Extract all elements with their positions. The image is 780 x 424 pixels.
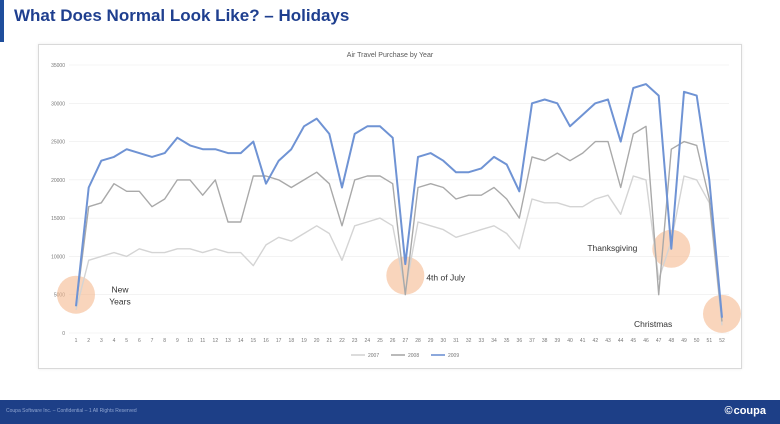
x-tick-label: 33 [479, 338, 485, 344]
x-tick-label: 18 [289, 338, 295, 344]
x-tick-label: 21 [327, 338, 333, 344]
x-tick-label: 3 [100, 338, 103, 344]
y-tick-label: 30000 [51, 101, 65, 107]
y-tick-label: 0 [62, 331, 65, 337]
brand-mark-icon: © [724, 405, 733, 417]
x-tick-label: 42 [593, 338, 599, 344]
x-tick-label: 6 [138, 338, 141, 344]
x-tick-label: 1 [75, 338, 78, 344]
chart-title: Air Travel Purchase by Year [346, 52, 434, 59]
x-tick-label: 32 [466, 338, 472, 344]
x-tick-label: 8 [163, 338, 166, 344]
x-tick-label: 40 [567, 338, 573, 344]
x-tick-label: 24 [365, 338, 371, 344]
y-tick-label: 20000 [51, 178, 65, 184]
holiday-label: 4th of July [426, 273, 465, 283]
footer-confidential-text: Coupa Software Inc. – Confidential – 1 A… [6, 408, 137, 414]
x-tick-label: 19 [301, 338, 307, 344]
x-tick-label: 48 [669, 338, 675, 344]
series-line-2009 [75, 83, 723, 318]
y-tick-label: 15000 [51, 216, 65, 222]
title-accent-bar [0, 0, 4, 42]
x-tick-label: 7 [151, 338, 154, 344]
x-tick-label: 43 [605, 338, 611, 344]
x-tick-label: 29 [428, 338, 434, 344]
x-tick-label: 20 [314, 338, 320, 344]
x-tick-label: 16 [263, 338, 269, 344]
x-tick-label: 30 [441, 338, 447, 344]
series-line-2008 [75, 125, 723, 322]
x-tick-label: 52 [719, 338, 725, 344]
holiday-label: New [111, 285, 129, 295]
x-tick-label: 2 [87, 338, 90, 344]
x-tick-label: 49 [681, 338, 687, 344]
x-tick-label: 38 [542, 338, 548, 344]
x-tick-label: 25 [377, 338, 383, 344]
x-tick-label: 34 [491, 338, 497, 344]
x-tick-label: 37 [529, 338, 535, 344]
holiday-highlight-circle [57, 275, 95, 314]
slide-title: What Does Normal Look Like? – Holidays [14, 6, 350, 25]
brand-logo: ©coupa [724, 405, 766, 417]
x-tick-label: 28 [415, 338, 421, 344]
x-tick-label: 41 [580, 338, 586, 344]
legend-label: 2009 [448, 353, 459, 359]
x-tick-label: 13 [225, 338, 231, 344]
y-tick-label: 10000 [51, 254, 65, 260]
x-tick-label: 36 [517, 338, 523, 344]
legend-label: 2008 [408, 353, 419, 359]
x-tick-label: 35 [504, 338, 510, 344]
x-tick-label: 45 [631, 338, 637, 344]
series-line-2007 [75, 175, 723, 326]
x-tick-label: 9 [176, 338, 179, 344]
holiday-highlight-circle [386, 256, 425, 295]
x-tick-label: 23 [352, 338, 358, 344]
x-tick-label: 22 [339, 338, 345, 344]
x-tick-label: 10 [187, 338, 193, 344]
x-tick-label: 12 [213, 338, 219, 344]
x-tick-label: 5 [125, 338, 128, 344]
x-tick-label: 4 [113, 338, 116, 344]
x-tick-label: 11 [200, 338, 205, 344]
x-tick-label: 51 [707, 338, 713, 344]
y-tick-label: 35000 [51, 63, 65, 69]
x-tick-label: 14 [238, 338, 244, 344]
chart-frame: 0500010000150002000025000300003500012345… [38, 44, 742, 369]
x-tick-label: 17 [276, 338, 282, 344]
footer-bar: Coupa Software Inc. – Confidential – 1 A… [0, 400, 780, 424]
x-tick-label: 31 [453, 338, 459, 344]
x-tick-label: 47 [656, 338, 662, 344]
x-tick-label: 27 [403, 338, 409, 344]
holiday-label: Thanksgiving [587, 243, 637, 253]
brand-name: coupa [733, 405, 766, 417]
x-tick-label: 26 [390, 338, 396, 344]
holiday-label: Christmas [634, 319, 672, 329]
holiday-label: Years [109, 297, 130, 307]
x-tick-label: 44 [618, 338, 624, 344]
x-tick-label: 15 [251, 338, 257, 344]
x-tick-label: 50 [694, 338, 700, 344]
legend-label: 2007 [368, 353, 379, 359]
x-tick-label: 39 [555, 338, 561, 344]
y-tick-label: 25000 [51, 140, 65, 146]
x-tick-label: 46 [643, 338, 649, 344]
line-chart: 0500010000150002000025000300003500012345… [51, 63, 741, 359]
